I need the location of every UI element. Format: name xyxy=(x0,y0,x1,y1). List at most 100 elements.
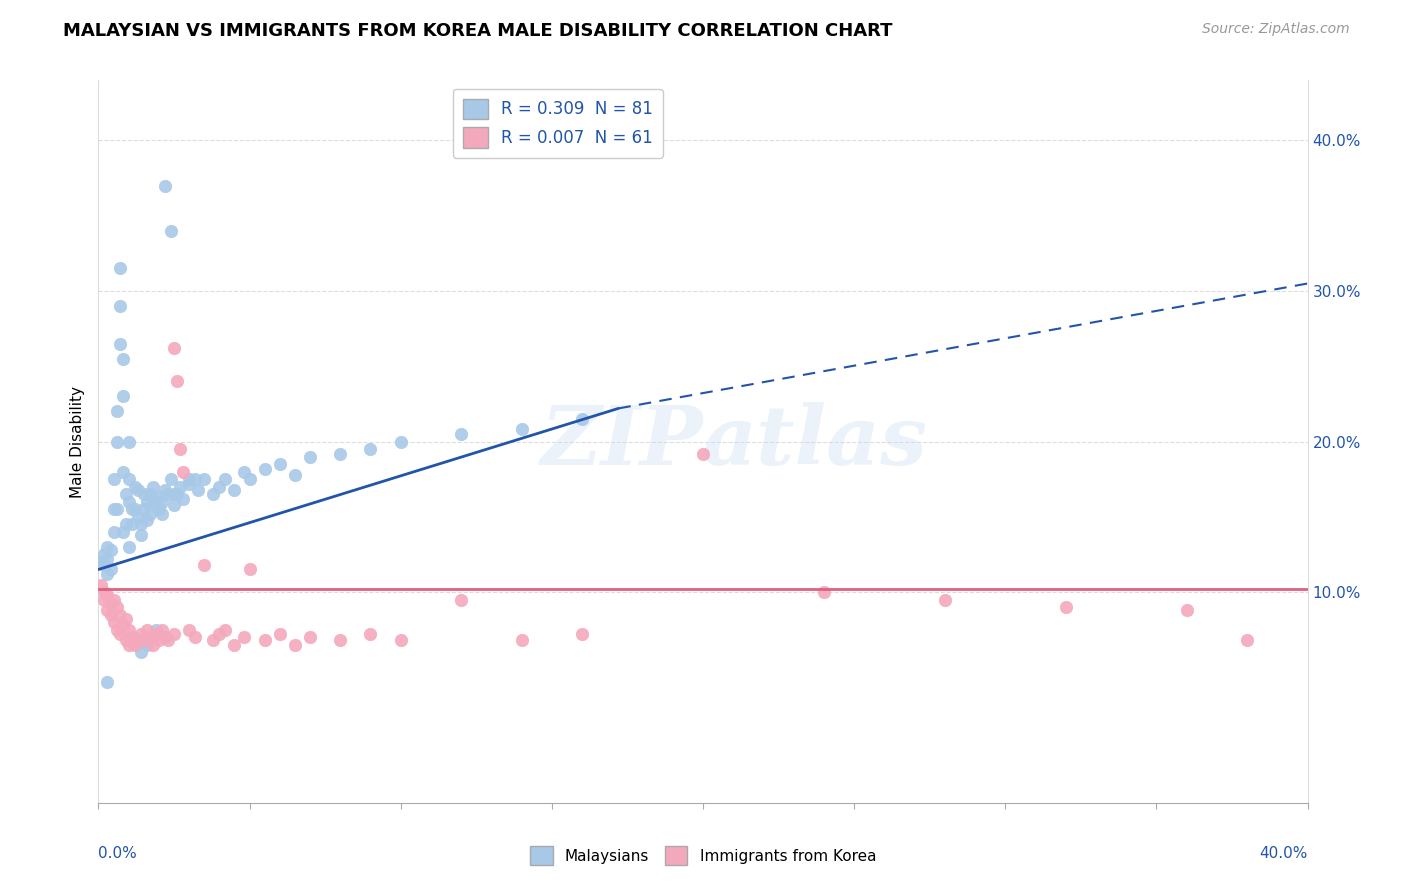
Point xyxy=(156,633,179,648)
Point xyxy=(108,299,131,313)
Point xyxy=(111,351,134,366)
Point xyxy=(129,627,152,641)
Point xyxy=(389,633,412,648)
Point xyxy=(571,412,593,426)
Point xyxy=(934,592,956,607)
Point xyxy=(148,502,170,516)
Point xyxy=(145,498,167,512)
Point xyxy=(692,446,714,460)
Point xyxy=(299,630,322,644)
Text: ZIP: ZIP xyxy=(540,401,703,482)
Text: 0.0%: 0.0% xyxy=(98,847,138,861)
Point xyxy=(360,442,382,456)
Point xyxy=(160,472,183,486)
Point xyxy=(202,487,225,501)
Point xyxy=(103,502,125,516)
Point xyxy=(510,633,533,648)
Point xyxy=(284,467,307,482)
Point xyxy=(139,630,162,644)
Point xyxy=(103,472,125,486)
Point xyxy=(93,585,115,599)
Point xyxy=(329,633,352,648)
Point xyxy=(118,494,141,508)
Point xyxy=(172,465,194,479)
Point xyxy=(1175,603,1198,617)
Point xyxy=(163,341,186,355)
Point xyxy=(135,638,157,652)
Text: 40.0%: 40.0% xyxy=(1260,847,1308,861)
Point xyxy=(124,502,146,516)
Point xyxy=(96,603,118,617)
Point xyxy=(108,261,131,276)
Point xyxy=(187,483,209,497)
Point xyxy=(214,623,236,637)
Point xyxy=(114,612,136,626)
Point xyxy=(166,487,188,501)
Legend: R = 0.309  N = 81, R = 0.007  N = 61: R = 0.309 N = 81, R = 0.007 N = 61 xyxy=(453,88,664,158)
Point xyxy=(118,434,141,449)
Point xyxy=(150,623,173,637)
Point xyxy=(111,524,134,539)
Point xyxy=(103,615,125,630)
Point xyxy=(105,623,128,637)
Point xyxy=(132,633,155,648)
Point xyxy=(153,630,176,644)
Point xyxy=(96,540,118,554)
Point xyxy=(153,178,176,193)
Point xyxy=(96,567,118,582)
Point xyxy=(239,562,262,576)
Point xyxy=(179,623,201,637)
Point xyxy=(114,487,136,501)
Point xyxy=(169,480,191,494)
Y-axis label: Male Disability: Male Disability xyxy=(69,385,84,498)
Point xyxy=(100,607,122,622)
Point xyxy=(269,457,291,471)
Point xyxy=(127,483,149,497)
Point xyxy=(90,577,112,591)
Point xyxy=(118,623,141,637)
Point xyxy=(239,472,262,486)
Point xyxy=(118,540,141,554)
Point xyxy=(232,630,254,644)
Point xyxy=(150,494,173,508)
Point xyxy=(121,517,143,532)
Point xyxy=(96,588,118,602)
Point xyxy=(96,675,118,690)
Point xyxy=(184,630,207,644)
Point xyxy=(127,509,149,524)
Point xyxy=(132,502,155,516)
Point xyxy=(214,472,236,486)
Point xyxy=(93,558,115,572)
Point xyxy=(172,491,194,506)
Point xyxy=(193,472,215,486)
Point xyxy=(139,487,162,501)
Point xyxy=(139,507,162,521)
Point xyxy=(118,472,141,486)
Point xyxy=(142,480,165,494)
Point xyxy=(450,592,472,607)
Point xyxy=(510,422,533,436)
Point xyxy=(179,472,201,486)
Point xyxy=(135,623,157,637)
Point xyxy=(813,585,835,599)
Point xyxy=(135,494,157,508)
Point xyxy=(129,645,152,659)
Point xyxy=(153,483,176,497)
Point xyxy=(108,336,131,351)
Point xyxy=(145,627,167,641)
Point xyxy=(111,465,134,479)
Point xyxy=(148,633,170,648)
Point xyxy=(100,597,122,611)
Point xyxy=(124,638,146,652)
Point xyxy=(145,623,167,637)
Point xyxy=(114,633,136,648)
Point xyxy=(571,627,593,641)
Point xyxy=(150,507,173,521)
Point xyxy=(114,517,136,532)
Point xyxy=(121,630,143,644)
Point xyxy=(179,476,201,491)
Point xyxy=(93,548,115,562)
Point xyxy=(329,446,352,460)
Point xyxy=(129,528,152,542)
Point xyxy=(105,434,128,449)
